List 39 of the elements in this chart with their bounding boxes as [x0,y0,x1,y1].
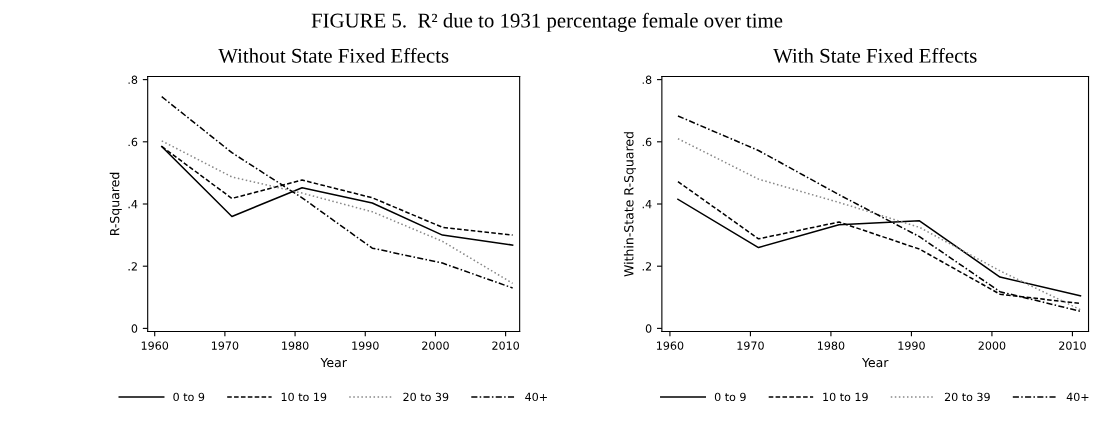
legend-label: 20 to 39 [944,392,990,402]
x-tick-label: 1970 [211,341,239,350]
x-tick-label: 2000 [422,341,449,350]
x-tick-label: 1980 [282,341,309,350]
legend-label: 10 to 19 [823,392,868,402]
chart-title: With State Fixed Effects [773,47,977,63]
y-tick-label: .8 [128,75,138,84]
chart-title: Without State Fixed Effects [218,47,449,63]
legend-label: 40+ [1066,392,1089,402]
line-series [160,95,514,289]
y-tick-label: 0 [131,324,138,333]
caption: FIGURE 5. R² due to 1931 percentage female over time [311,12,783,32]
legend-label: 40+ [525,392,547,402]
x-tick-label: 2000 [978,341,1006,350]
legend-label: 0 to 9 [714,392,746,402]
x-tick-label: 1990 [352,341,379,350]
x-axis-title: Year [320,357,347,368]
y-axis-title: Within-State R-Squared [623,132,636,277]
line-series [160,140,514,285]
y-tick-label: .8 [642,75,652,84]
legend-label: 10 to 19 [281,392,327,402]
y-tick-label: .4 [642,200,652,209]
y-tick-label: .4 [128,200,138,209]
y-tick-label: .2 [128,262,137,271]
y-tick-label: .2 [642,262,652,271]
x-axis-title: Year [861,357,889,368]
y-tick-label: 0 [645,324,652,333]
legend-label: 20 to 39 [403,392,449,402]
y-tick-label: .6 [128,137,138,147]
x-tick-label: 1960 [141,341,169,350]
x-tick-label: 1990 [898,341,925,350]
x-tick-label: 1970 [737,341,764,350]
x-tick-label: 1960 [657,341,684,350]
y-tick-label: .6 [642,137,652,147]
y-axis-title: R-Squared [109,172,122,236]
x-tick-label: 2010 [1059,341,1086,350]
x-tick-label: 2010 [492,341,520,350]
x-tick-label: 1980 [818,341,845,350]
legend-label: 0 to 9 [173,392,205,402]
